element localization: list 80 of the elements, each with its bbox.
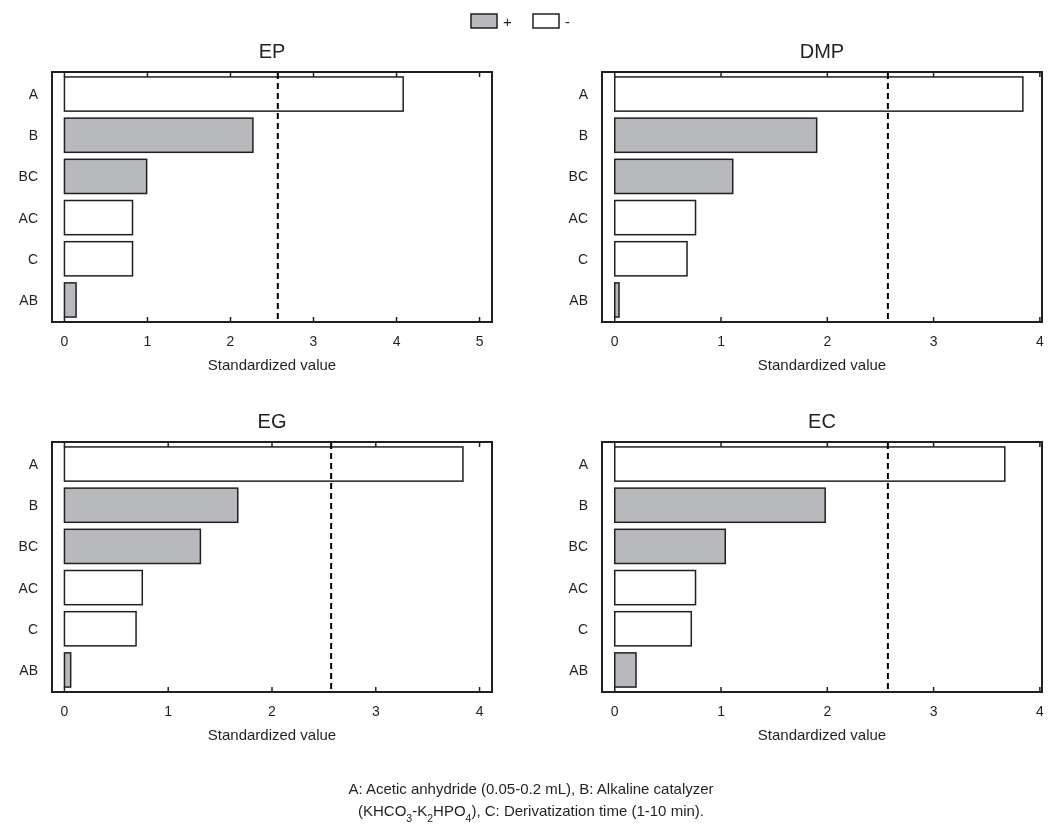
bar	[63, 487, 239, 524]
bar	[614, 117, 818, 154]
x-axis-title: Standardized value	[207, 726, 337, 743]
bar	[63, 569, 144, 606]
x-tick-label: 3	[309, 333, 318, 349]
chart-title: EC	[808, 410, 836, 432]
bar	[614, 199, 697, 236]
bar	[614, 528, 727, 565]
x-tick-label: 1	[717, 333, 726, 349]
x-axis-title: Standardized value	[757, 356, 887, 373]
x-tick-label: 2	[268, 703, 277, 719]
y-tick-label: BC	[568, 168, 588, 185]
bar	[63, 610, 137, 647]
bar	[614, 76, 1024, 112]
y-tick-label: A	[28, 456, 39, 473]
x-tick-label: 1	[164, 703, 173, 719]
x-tick-label: 4	[475, 703, 484, 719]
bar	[614, 158, 734, 195]
y-tick-label: BC	[18, 168, 38, 185]
bar	[63, 76, 404, 112]
bar	[63, 158, 148, 195]
x-tick-label: 0	[610, 333, 619, 349]
bar	[63, 117, 254, 154]
y-tick-label: C	[577, 250, 588, 267]
y-tick-label: B	[28, 497, 38, 514]
x-tick-label: 0	[610, 703, 619, 719]
y-tick-label: BC	[18, 538, 38, 555]
y-tick-label: AC	[568, 579, 588, 596]
x-tick-label: 1	[143, 333, 152, 349]
bar	[63, 199, 134, 236]
y-tick-label: B	[28, 127, 38, 144]
chart-title: EP	[258, 40, 286, 62]
bar	[63, 528, 202, 565]
y-tick-label: AB	[19, 291, 38, 308]
bar	[614, 487, 826, 524]
y-tick-label: AC	[568, 209, 588, 226]
y-tick-label: AB	[19, 661, 38, 678]
x-tick-label: 4	[392, 333, 401, 349]
bar	[63, 282, 77, 318]
bar	[63, 446, 464, 482]
y-tick-label: AC	[18, 209, 38, 226]
chart-title: DMP	[799, 40, 845, 62]
bar	[614, 569, 697, 606]
y-tick-label: B	[578, 127, 588, 144]
x-tick-label: 3	[371, 703, 380, 719]
bar	[614, 610, 693, 647]
bar	[614, 282, 620, 318]
x-tick-label: 0	[60, 703, 69, 719]
x-tick-label: 1	[717, 703, 726, 719]
y-tick-label: B	[578, 497, 588, 514]
x-axis-title: Standardized value	[207, 356, 337, 373]
y-tick-label: C	[577, 620, 588, 637]
x-tick-label: 2	[823, 333, 832, 349]
y-tick-label: C	[27, 250, 38, 267]
bar	[614, 240, 688, 277]
y-tick-label: BC	[568, 538, 588, 555]
y-tick-label: AB	[569, 661, 588, 678]
bar	[614, 652, 637, 688]
text: A: Acetic anhydride (0.05-0.2 mL), B: Alkaline catalyzer (KHCO$_{3}$-K$_{2}$HPO$_{4}$), C: Derivatization time (1-10 min).	[348, 780, 714, 824]
x-tick-label: 2	[226, 333, 235, 349]
y-tick-label: AB	[569, 291, 588, 308]
x-tick-label: 4	[1035, 333, 1044, 349]
bar	[614, 446, 1006, 482]
y-tick-label: AC	[18, 579, 38, 596]
y-tick-label: A	[578, 86, 589, 103]
x-tick-label: 2	[823, 703, 832, 719]
y-tick-label: A	[28, 86, 39, 103]
y-tick-label: C	[27, 620, 38, 637]
legend-label: +	[503, 13, 512, 30]
x-tick-label: 0	[60, 333, 69, 349]
chart-title: EG	[257, 410, 287, 432]
x-tick-label: 4	[1035, 703, 1044, 719]
x-tick-label: 3	[929, 333, 938, 349]
y-tick-label: A	[578, 456, 589, 473]
bar	[63, 240, 134, 277]
x-tick-label: 5	[475, 333, 484, 349]
x-axis-title: Standardized value	[757, 726, 887, 743]
x-tick-label: 3	[929, 703, 938, 719]
legend-label: -	[565, 13, 570, 30]
bar	[63, 652, 72, 688]
